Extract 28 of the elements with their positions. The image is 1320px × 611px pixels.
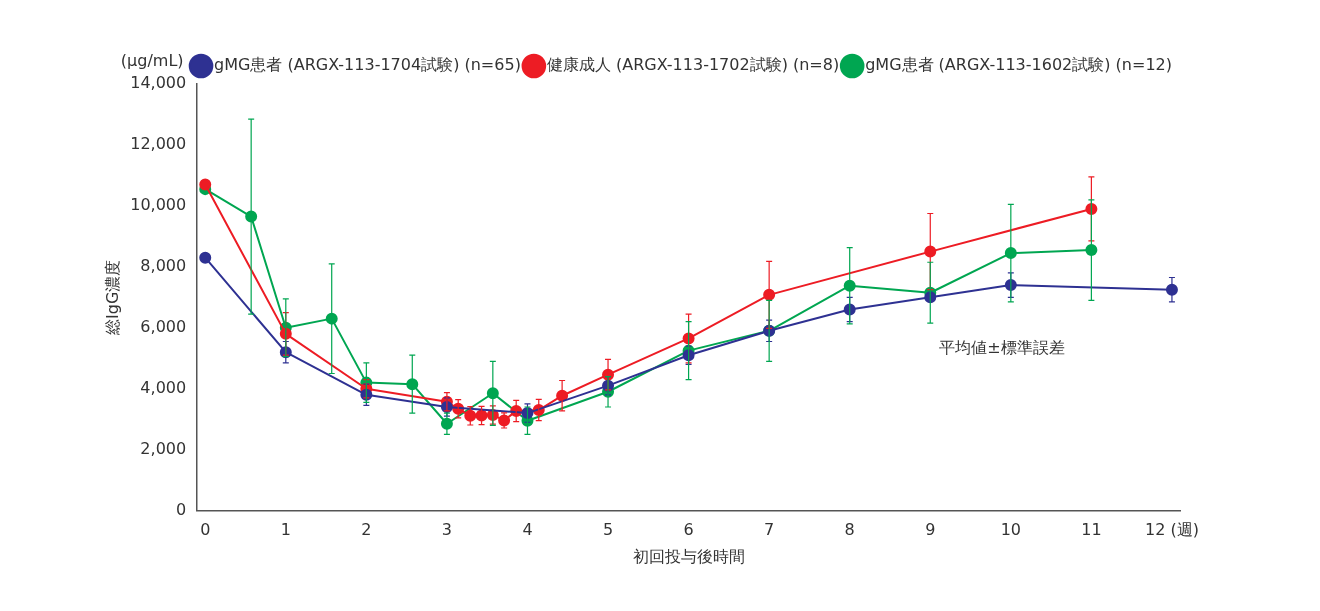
legend-label: gMG患者 (ARGX-113-1704試験) (n=65) xyxy=(214,55,521,75)
x-tick-label: 10 xyxy=(1000,520,1022,540)
x-tick-label: 5 xyxy=(602,520,614,540)
y-tick-label: 2,000 xyxy=(140,438,187,458)
y-tick-label: 12,000 xyxy=(130,134,187,154)
y-tick-label: 10,000 xyxy=(130,195,187,215)
annotation: 平均値±標準誤差 xyxy=(939,337,1065,357)
x-tick-label: 9 xyxy=(925,520,936,540)
y-tick-label: 6,000 xyxy=(140,316,187,336)
y-tick-label: 0 xyxy=(176,499,187,519)
x-tick-label: 1 xyxy=(280,520,291,540)
y-tick-label: 8,000 xyxy=(140,255,187,275)
x-tick-label: 2 xyxy=(361,520,372,540)
text: (μg/mL) xyxy=(120,51,184,71)
legend-label: 健康成人 (ARGX-113-1702試験) (n=8) xyxy=(546,55,840,75)
x-tick-label: 12 (週) xyxy=(1144,520,1199,540)
x-tick-label: 4 xyxy=(522,520,533,540)
x-tick-label: 8 xyxy=(844,520,855,540)
x-tick-label: 3 xyxy=(441,520,453,540)
x-tick-label: 0 xyxy=(200,520,211,540)
x-tick-label: 7 xyxy=(764,520,775,540)
y-tick-label: 14,000 xyxy=(130,73,187,93)
legend-label: gMG患者 (ARGX-113-1602試験) (n=12) xyxy=(865,55,1173,75)
x-tick-label: 6 xyxy=(683,520,694,540)
y-axis-title: 総IgG濃度 xyxy=(102,259,122,336)
x-tick-label: 11 xyxy=(1081,520,1102,540)
y-tick-label: 4,000 xyxy=(140,377,187,397)
x-axis-title: 初回投与後時間 xyxy=(632,546,745,566)
